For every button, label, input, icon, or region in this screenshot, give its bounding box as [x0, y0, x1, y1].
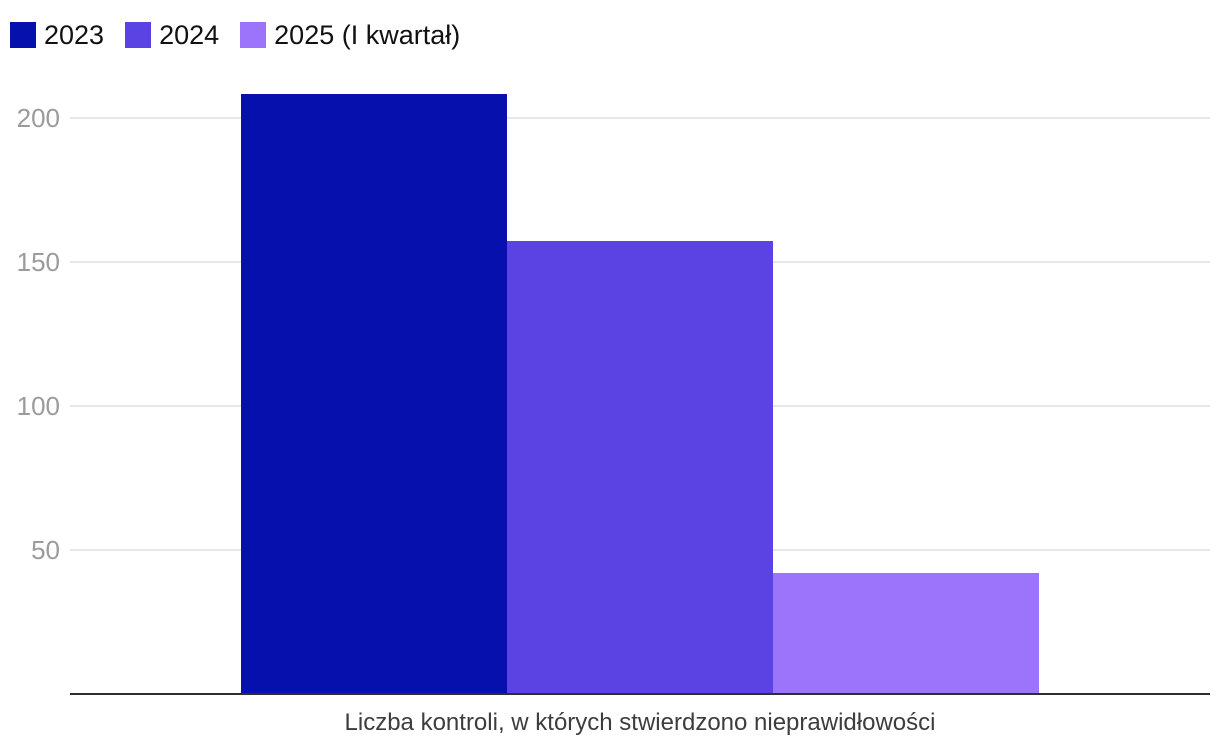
x-axis-title: Liczba kontroli, w których stwierdzono n…	[344, 709, 936, 736]
gridline	[70, 116, 1210, 119]
bar-2024[interactable]	[507, 241, 773, 694]
legend-item-2025-i-kwarta-[interactable]: 2025 (I kwartał)	[240, 21, 460, 49]
bar-2023[interactable]	[241, 94, 508, 694]
legend-label: 2025 (I kwartał)	[274, 20, 461, 50]
legend-swatch-icon	[240, 22, 267, 48]
chart-legend: 2023 2024 2025 (I kwartał)	[10, 21, 460, 49]
legend-label: 2023	[44, 20, 105, 50]
y-tick-label: 150	[16, 246, 60, 277]
y-tick-label: 50	[31, 534, 60, 565]
legend-item-2024[interactable]: 2024	[125, 21, 219, 49]
legend-label: 2024	[159, 20, 220, 50]
x-axis-line	[70, 692, 1210, 695]
y-tick-label: 200	[16, 102, 60, 133]
legend-item-2023[interactable]: 2023	[10, 21, 104, 49]
y-tick-label: 100	[16, 390, 60, 421]
legend-swatch-icon	[125, 22, 152, 48]
bar-2025-i-kwarta-[interactable]	[772, 572, 1039, 694]
legend-swatch-icon	[10, 22, 36, 48]
